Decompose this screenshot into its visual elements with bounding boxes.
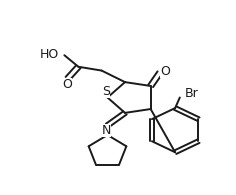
Text: O: O <box>160 65 170 78</box>
Text: Br: Br <box>185 87 199 100</box>
Text: O: O <box>62 78 72 90</box>
Text: HO: HO <box>39 48 59 61</box>
Text: N: N <box>102 124 111 137</box>
Text: S: S <box>102 85 110 98</box>
